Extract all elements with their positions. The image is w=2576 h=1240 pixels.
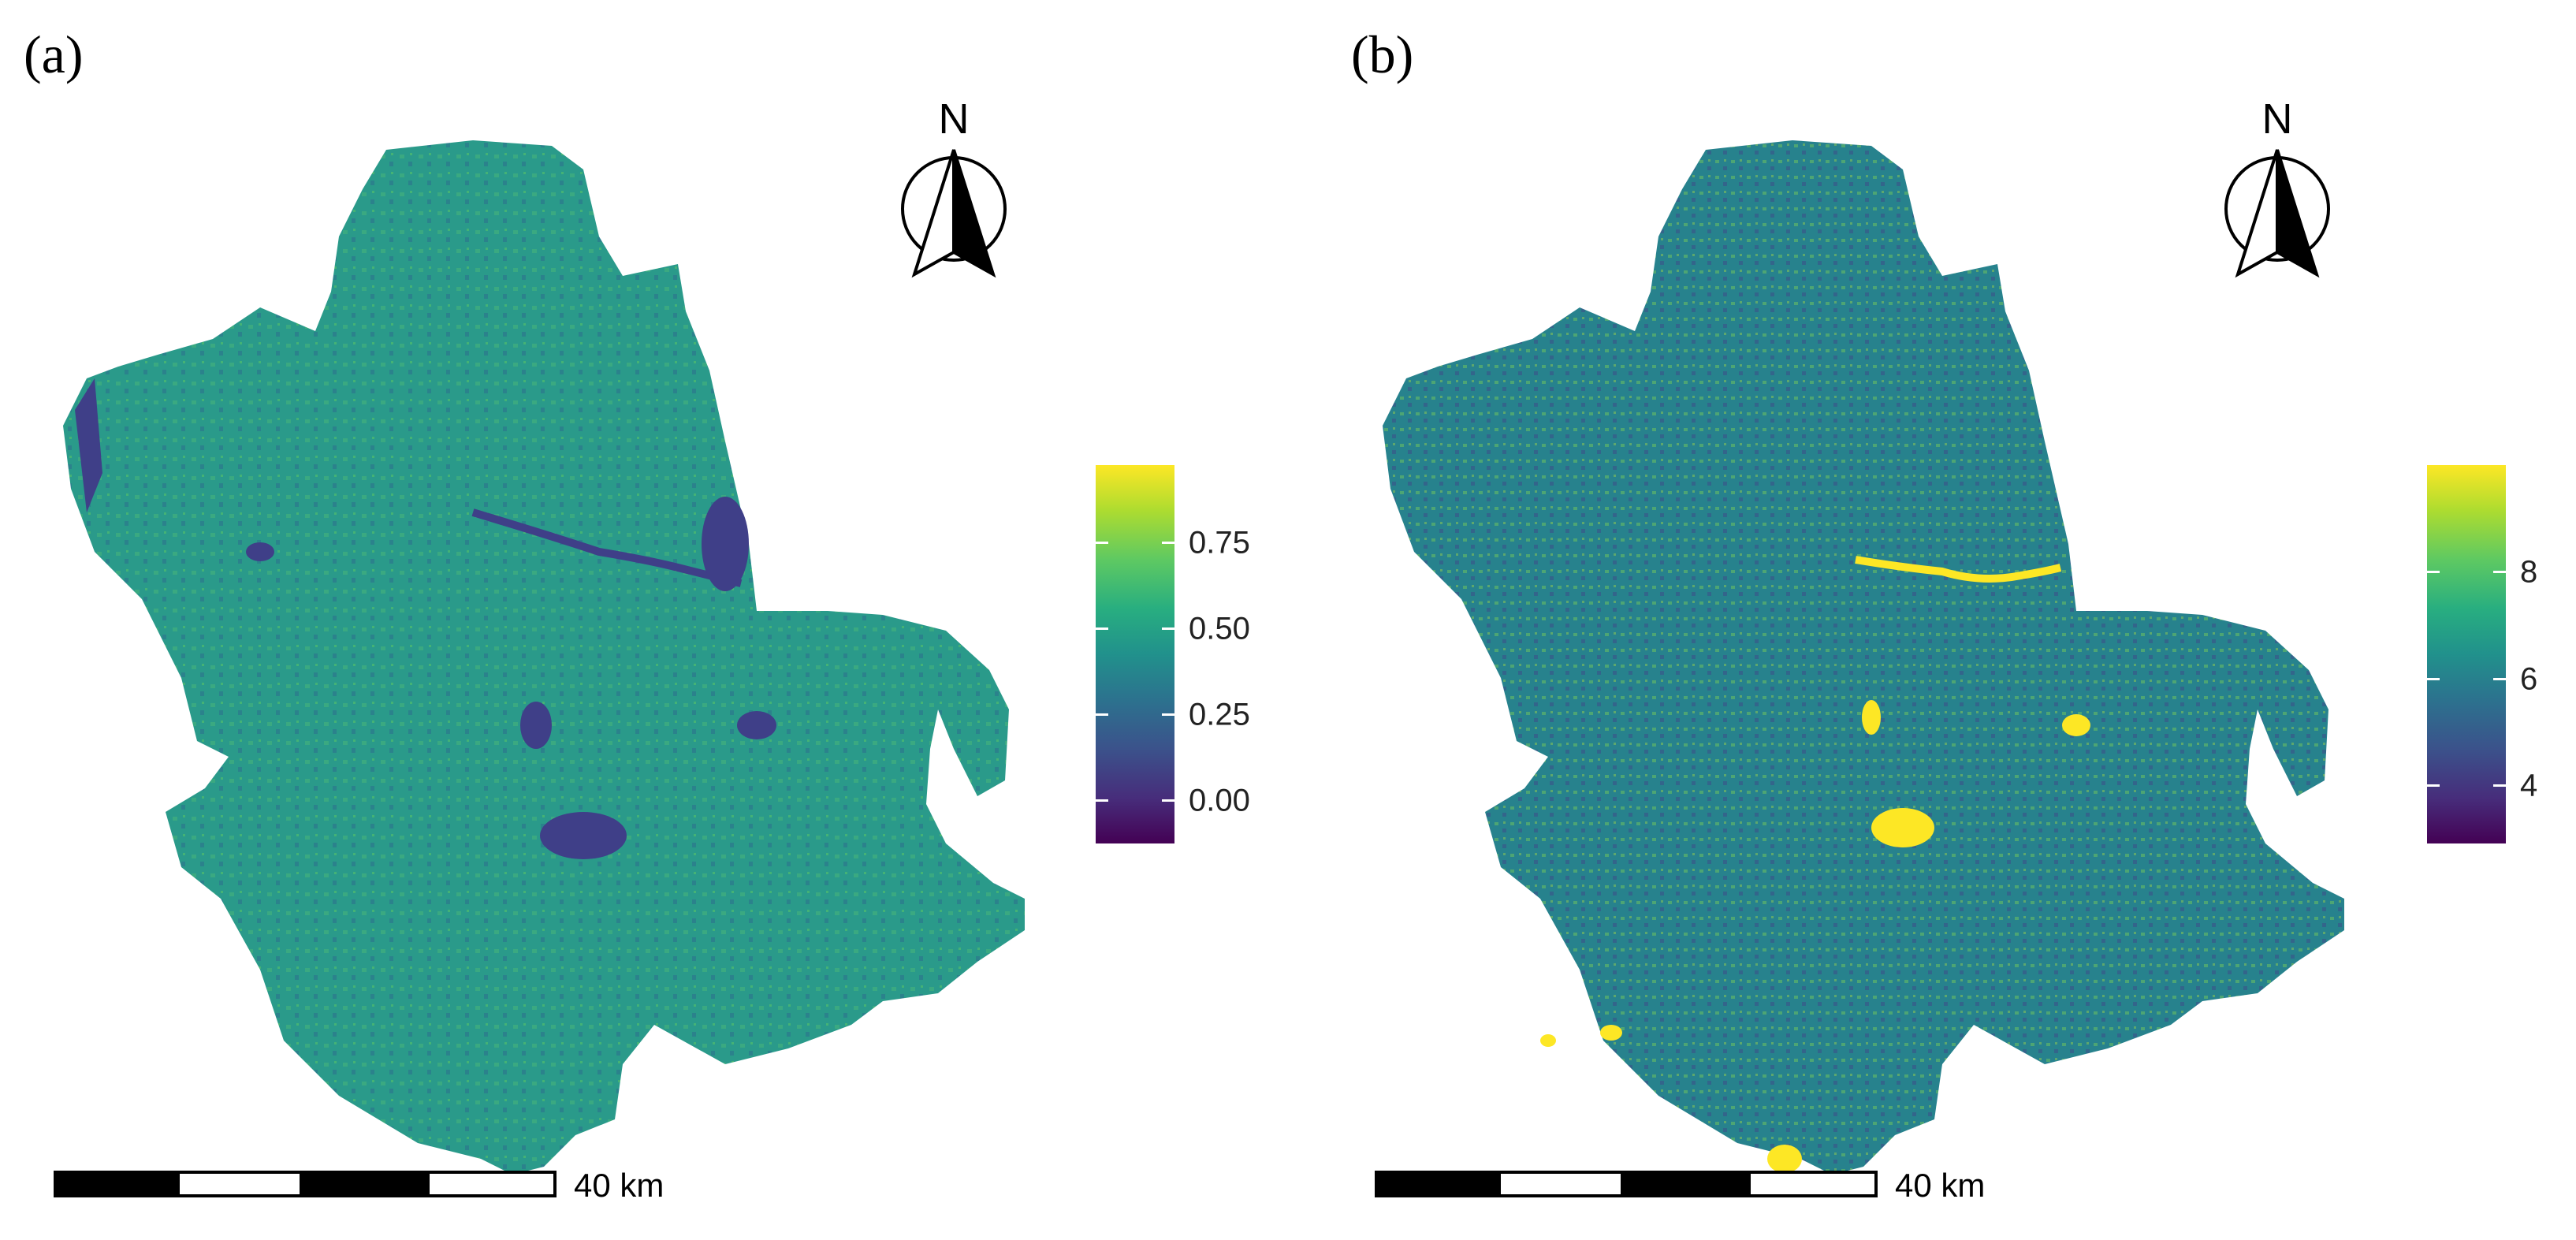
colorbar-tick <box>2493 571 2506 573</box>
study-area-shape <box>1383 140 2344 1175</box>
scale-segment <box>1748 1171 1878 1197</box>
scale-segment <box>1498 1171 1624 1197</box>
estuary <box>702 497 749 591</box>
scale-segment <box>54 1171 180 1197</box>
reservoir <box>540 812 627 859</box>
north-arrow: N <box>2214 95 2340 292</box>
scale-segment <box>1621 1171 1751 1197</box>
colorbar-tick <box>1162 713 1174 716</box>
colorbar-tick <box>1096 627 1108 630</box>
colorbar-legend: 8 6 4 <box>2427 465 2576 859</box>
colorbar-tick <box>1096 713 1108 716</box>
colorbar-tick <box>1096 799 1108 802</box>
colorbar <box>2427 465 2506 843</box>
colorbar-legend: 0.75 0.50 0.25 0.00 <box>1096 465 1332 859</box>
reservoir <box>1767 1145 1802 1173</box>
north-arrow-icon <box>901 149 1007 278</box>
colorbar-tick-label: 4 <box>2520 768 2538 803</box>
colorbar-tick <box>1162 627 1174 630</box>
colorbar-tick <box>1162 799 1174 802</box>
panel-a: (a) N 0.75 <box>24 24 1250 1204</box>
reservoir <box>1540 1034 1556 1047</box>
scale-label: 40 km <box>574 1167 664 1204</box>
north-label: N <box>2261 95 2293 143</box>
north-arrow-icon <box>2224 149 2330 278</box>
colorbar-tick-label: 0.00 <box>1189 783 1250 818</box>
north-label: N <box>938 95 970 143</box>
reservoir <box>2062 714 2090 736</box>
panel-label: (a) <box>24 24 84 84</box>
panel-label: (b) <box>1351 24 1414 84</box>
colorbar <box>1096 465 1174 843</box>
colorbar-tick <box>2493 784 2506 787</box>
colorbar-tick-label: 0.50 <box>1189 611 1250 646</box>
colorbar-tick-label: 0.25 <box>1189 697 1250 732</box>
colorbar-tick <box>2427 678 2440 680</box>
colorbar-tick-label: 8 <box>2520 554 2538 590</box>
colorbar-tick-label: 0.75 <box>1189 525 1250 560</box>
reservoir <box>737 711 776 739</box>
reservoir <box>1600 1025 1622 1041</box>
north-arrow: N <box>891 95 1017 292</box>
map-region <box>1383 140 2344 1175</box>
river <box>1855 556 2062 583</box>
reservoir <box>1871 808 1934 847</box>
colorbar-tick <box>1096 542 1108 544</box>
reservoir <box>246 542 274 561</box>
colorbar-tick <box>2427 784 2440 787</box>
scale-segment <box>1375 1171 1501 1197</box>
colorbar-tick <box>1162 542 1174 544</box>
scale-segment <box>177 1171 303 1197</box>
river <box>471 508 743 587</box>
reservoir <box>1862 700 1881 735</box>
scale-segment <box>426 1171 557 1197</box>
colorbar-tick-label: 6 <box>2520 661 2538 697</box>
colorbar-tick <box>2427 571 2440 573</box>
panel-b: (b) N 8 6 <box>1288 0 2576 1240</box>
scale-label: 40 km <box>1895 1167 1986 1204</box>
coast-edge <box>75 378 102 512</box>
scale-segment <box>300 1171 430 1197</box>
study-area-shape <box>63 140 1025 1175</box>
map-region <box>63 140 1025 1175</box>
colorbar-tick <box>2493 678 2506 680</box>
reservoir <box>520 702 552 749</box>
